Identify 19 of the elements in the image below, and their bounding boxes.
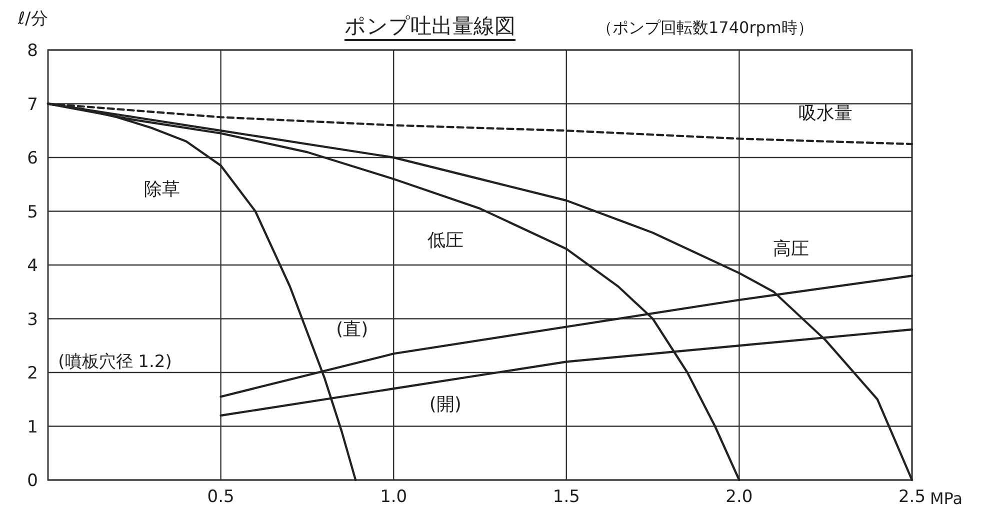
y-tick-label: 1 bbox=[27, 417, 38, 438]
y-axis-title: ℓ/分 bbox=[17, 9, 48, 29]
y-tick-label: 0 bbox=[27, 471, 38, 491]
y-tick-label: 8 bbox=[27, 41, 38, 61]
y-tick-label: 7 bbox=[27, 94, 38, 115]
x-tick-label: 1.5 bbox=[552, 487, 580, 507]
chart-title: ポンプ吐出量線図 bbox=[344, 14, 516, 38]
y-tick-label: 3 bbox=[27, 310, 38, 330]
y-tick-label: 2 bbox=[27, 364, 38, 384]
y-tick-label: 6 bbox=[27, 148, 38, 168]
x-tick-label: 2.0 bbox=[726, 487, 753, 507]
x-axis-title: MPa bbox=[930, 489, 963, 508]
y-tick-label: 5 bbox=[27, 202, 38, 222]
x-tick-label: 1.0 bbox=[380, 487, 408, 507]
x-tick-label: 0.5 bbox=[207, 487, 234, 507]
annotation: (噴板穴径 1.2) bbox=[58, 352, 172, 372]
x-tick-label: 2.5 bbox=[898, 487, 926, 507]
chart-subtitle: （ポンプ回転数1740rpm時） bbox=[596, 18, 814, 37]
y-tick-label: 4 bbox=[27, 256, 38, 276]
